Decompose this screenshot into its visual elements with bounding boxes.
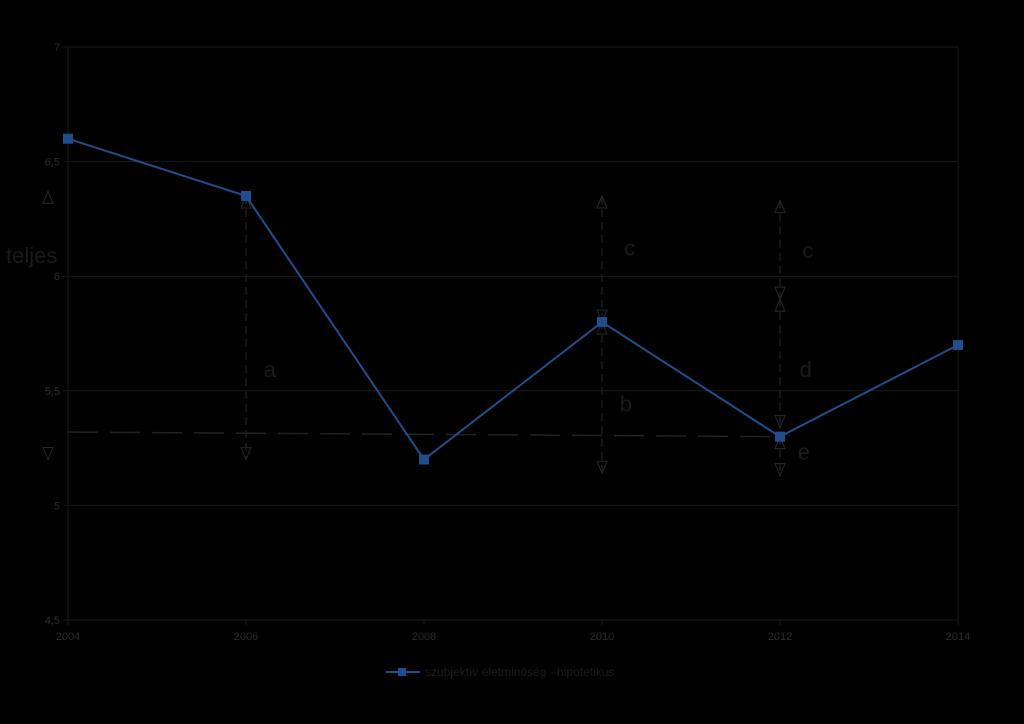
x-tick-label: 2010	[590, 631, 614, 643]
annotation-label: d	[800, 357, 812, 382]
arrow-head-up	[774, 297, 786, 312]
data-point	[775, 431, 785, 442]
arrow-head-down	[774, 286, 786, 301]
left-marker-down	[42, 446, 54, 462]
arrow-head-up	[774, 435, 786, 450]
arrow-head-up	[596, 194, 608, 209]
y-axis-label: teljes	[6, 243, 57, 268]
y-tick-labels: 4,5 5 5,5 6 6,5 7	[45, 42, 60, 627]
data-point	[953, 339, 963, 350]
annotation-arrows	[42, 189, 786, 478]
x-tick-label: 2014	[946, 631, 970, 643]
x-tick-label: 2012	[768, 631, 792, 643]
arrow-head-up	[774, 199, 786, 214]
plot-area	[67, 46, 959, 621]
arrow-head-down	[240, 446, 252, 462]
y-tick-label: 6	[54, 271, 60, 283]
legend-label: szubjektív életminőség - hipotetikus	[425, 665, 614, 679]
annotation-label: e	[798, 440, 810, 465]
y-tick-label: 7	[54, 42, 60, 54]
data-point	[597, 317, 607, 328]
y-tick-label: 4,5	[45, 615, 60, 627]
annotation-label: c	[802, 238, 813, 263]
left-marker-up	[42, 189, 54, 204]
dashed-trend-line	[67, 431, 781, 438]
annotation-label: c	[624, 236, 635, 261]
arrow-head-down	[596, 460, 608, 475]
x-tick-labels: 2004 2006 2008 2010 2012 2014	[56, 631, 970, 643]
legend-marker	[398, 668, 406, 676]
arrow-head-up	[596, 320, 608, 335]
annotation-labels: a b c c d e	[264, 236, 813, 465]
arrow-head-down	[774, 414, 786, 430]
x-tick-label: 2004	[56, 631, 80, 643]
series-line	[67, 137, 959, 462]
annotation-label: b	[620, 391, 632, 416]
y-tick-label: 6,5	[45, 157, 60, 169]
data-point	[63, 133, 73, 144]
annotation-label: a	[264, 357, 277, 382]
y-tick-label: 5,5	[45, 386, 60, 398]
data-point	[419, 454, 429, 465]
x-tick-label: 2008	[412, 631, 436, 643]
data-point	[241, 190, 251, 201]
arrow-head-down	[774, 463, 786, 478]
arrow-head-down	[596, 309, 608, 324]
x-tick-label: 2006	[234, 631, 258, 643]
trend-line	[67, 431, 781, 438]
series-layer	[63, 133, 963, 465]
legend: szubjektív életminőség - hipotetikus	[386, 665, 614, 679]
arrow-head-up	[240, 194, 252, 209]
y-tick-label: 5	[54, 500, 60, 512]
